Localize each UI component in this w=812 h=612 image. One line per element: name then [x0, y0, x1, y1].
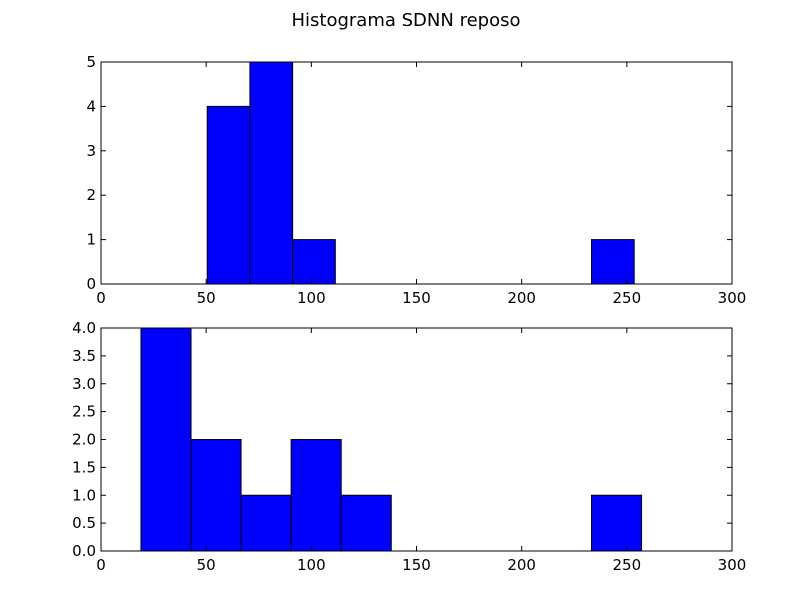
top-histogram: 0 50 100 150 200 250 300 0 1 2 3 4 5: [86, 53, 746, 307]
x-tick-label: 200: [507, 556, 536, 574]
x-tick-label: 300: [718, 289, 747, 307]
histogram-bar: [590, 239, 635, 285]
plot-frame: [100, 61, 733, 285]
histogram-bar: [590, 494, 643, 552]
x-tick-label: 300: [718, 556, 747, 574]
histogram-bar: [249, 61, 294, 285]
histogram-bar: [290, 439, 342, 552]
histogram-bar: [292, 239, 336, 285]
x-tick-label: 250: [613, 289, 642, 307]
x-tick-label: 150: [402, 289, 431, 307]
x-tick-label: 250: [613, 556, 642, 574]
histogram-bar: [340, 494, 392, 552]
y-tick-label: 1.5: [72, 458, 96, 476]
y-tick-label: 2: [86, 186, 96, 204]
x-tick-label: 0: [96, 289, 106, 307]
y-tick-label: 1.0: [72, 486, 96, 504]
y-tick-label: 3.0: [72, 375, 96, 393]
y-tick-label: 0: [86, 275, 96, 293]
y-tick-label: 4.0: [72, 319, 96, 337]
x-tick-label: 50: [197, 289, 216, 307]
y-tick-label: 3: [86, 142, 96, 160]
bottom-histogram: 0 50 100 150 200 250 300 0.0 0.5 1.0 1.5 2.0 2.5 3.0 3…: [72, 319, 746, 574]
x-tick-label: 100: [297, 289, 326, 307]
y-tick-label: 2.0: [72, 431, 96, 449]
histogram-bar: [240, 494, 292, 552]
histogram-bar: [206, 105, 251, 285]
x-tick-label: 100: [297, 556, 326, 574]
x-tick-label: 50: [197, 556, 216, 574]
y-tick-label: 0.5: [72, 514, 96, 532]
x-tick-label: 0: [96, 556, 106, 574]
x-tick-label: 150: [402, 556, 431, 574]
y-tick-label: 5: [86, 53, 96, 71]
y-tick-label: 2.5: [72, 403, 96, 421]
x-tick-label: 200: [507, 289, 536, 307]
histogram-bar: [140, 327, 192, 552]
y-tick-label: 0.0: [72, 542, 96, 560]
y-tick-label: 1: [86, 231, 96, 249]
figure-title: Histograma SDNN reposo: [292, 10, 521, 31]
y-tick-label: 4: [86, 97, 96, 115]
histogram-bar: [190, 439, 242, 552]
y-tick-label: 3.5: [72, 347, 96, 365]
